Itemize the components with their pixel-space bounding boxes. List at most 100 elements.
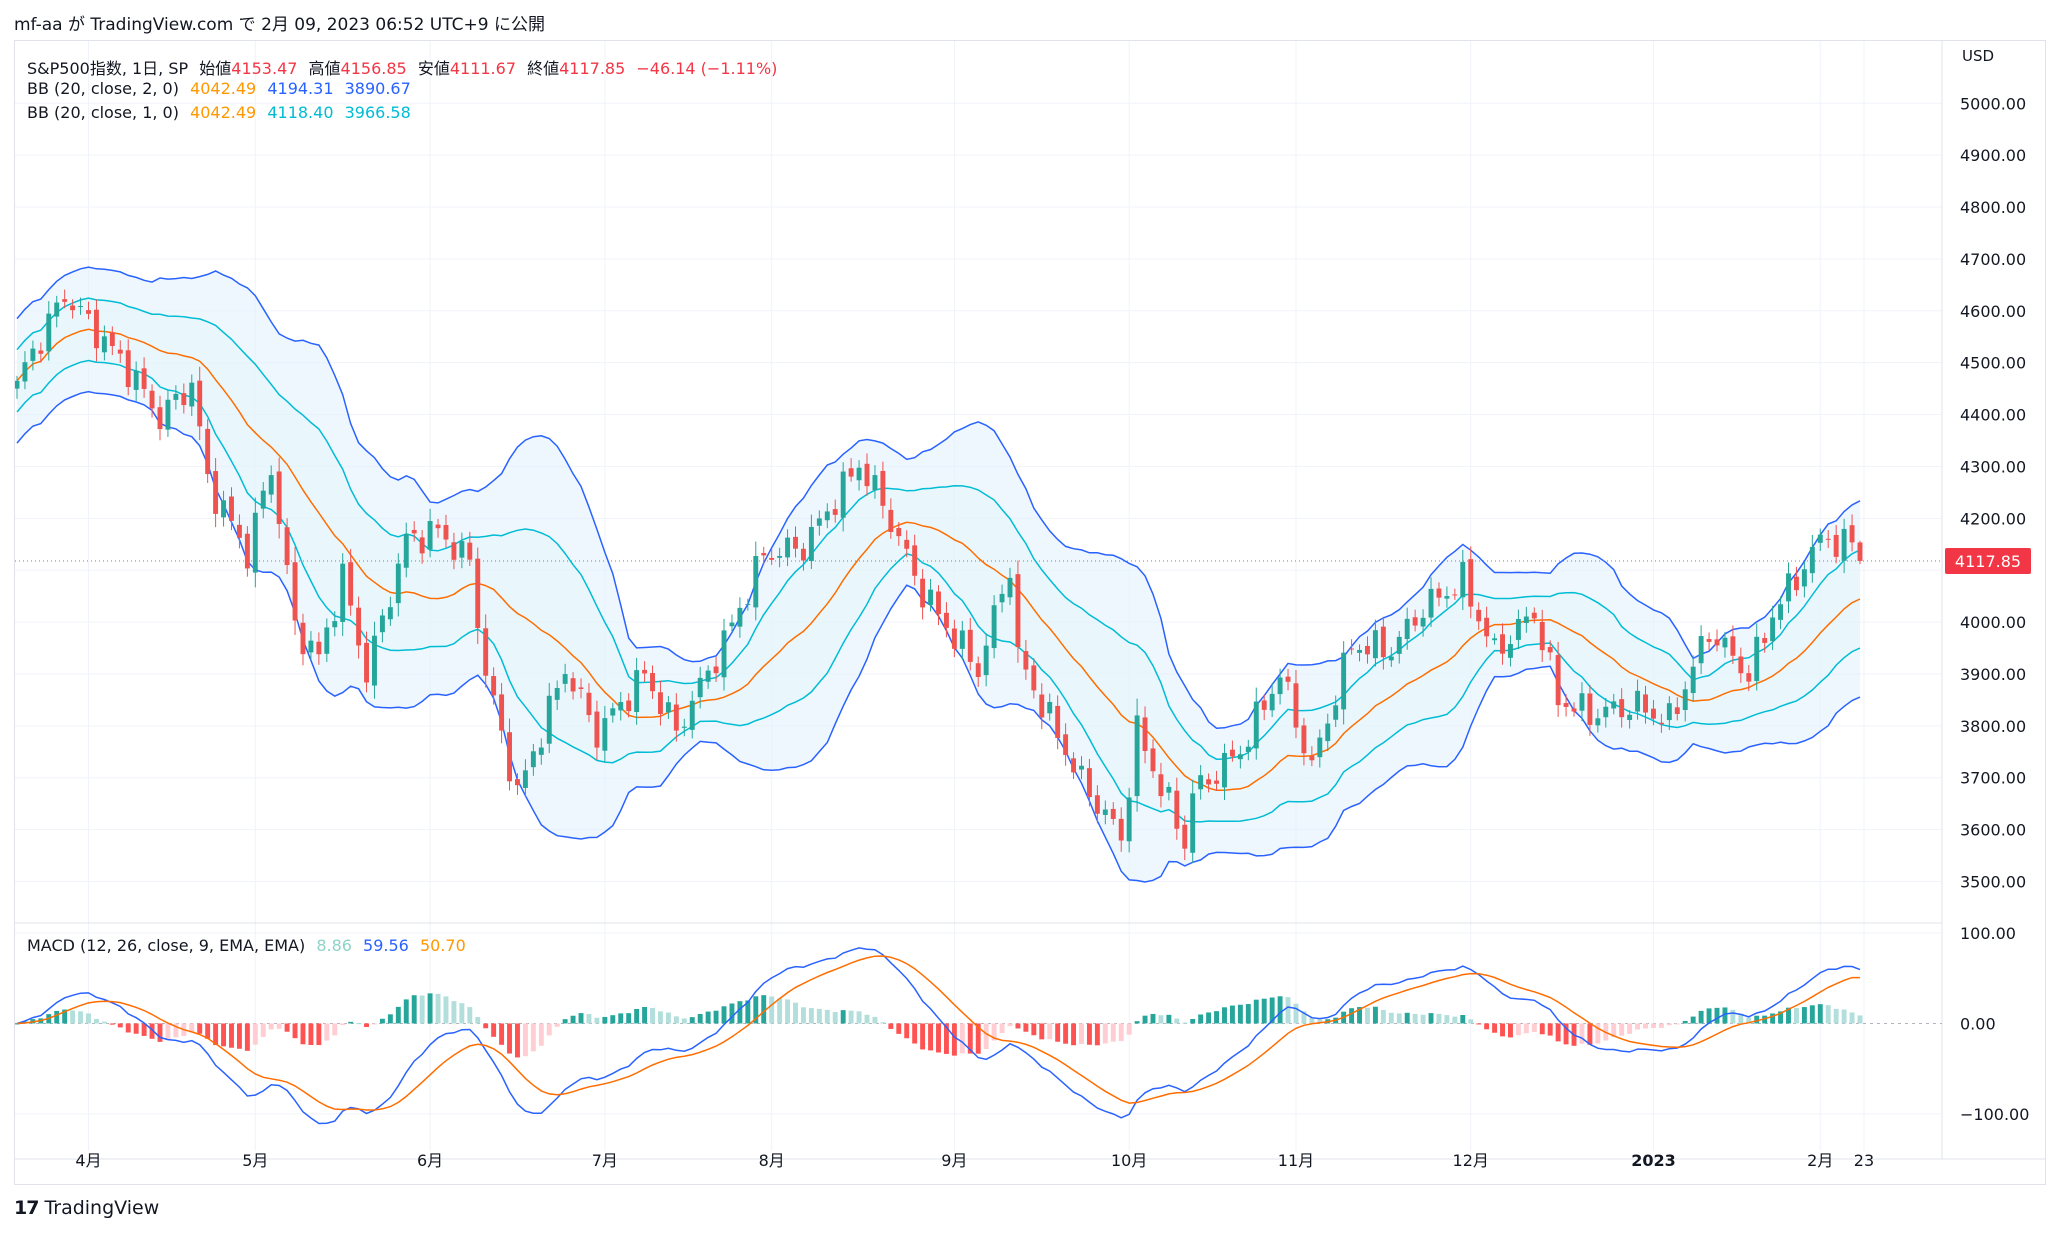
candle[interactable] <box>1015 560 1021 663</box>
candle[interactable] <box>125 339 131 396</box>
candle[interactable] <box>713 656 719 682</box>
candle[interactable] <box>284 518 290 574</box>
candle[interactable] <box>1436 582 1442 607</box>
candle[interactable] <box>1754 623 1760 691</box>
candle[interactable] <box>340 553 346 637</box>
candle[interactable] <box>745 598 751 611</box>
candle[interactable] <box>705 665 711 689</box>
candle[interactable] <box>213 458 219 528</box>
candle[interactable] <box>1690 655 1696 702</box>
candle[interactable] <box>1643 685 1648 724</box>
candle[interactable] <box>888 498 894 539</box>
candle[interactable] <box>538 738 544 765</box>
candle[interactable] <box>1055 695 1061 750</box>
candle[interactable] <box>1269 683 1275 718</box>
candle[interactable] <box>824 503 830 529</box>
candle[interactable] <box>316 632 322 665</box>
candle[interactable] <box>1237 745 1243 769</box>
candle[interactable] <box>1476 602 1482 630</box>
candle[interactable] <box>1325 713 1331 752</box>
candle[interactable] <box>348 548 354 616</box>
candle[interactable] <box>1706 632 1712 651</box>
candle[interactable] <box>562 663 568 693</box>
candle[interactable] <box>554 680 560 710</box>
candle[interactable] <box>967 617 973 671</box>
candle[interactable] <box>1801 561 1807 598</box>
candle[interactable] <box>602 705 608 762</box>
candle[interactable] <box>761 546 767 565</box>
candle[interactable] <box>1396 630 1402 664</box>
candle[interactable] <box>1786 562 1791 614</box>
candle[interactable] <box>1245 739 1251 761</box>
candle[interactable] <box>1007 567 1013 605</box>
candle[interactable] <box>300 613 306 666</box>
candle[interactable] <box>1285 668 1291 691</box>
candle[interactable] <box>54 295 60 328</box>
candle[interactable] <box>1349 639 1355 655</box>
candle[interactable] <box>1126 787 1132 853</box>
candle[interactable] <box>1071 752 1077 780</box>
candle[interactable] <box>475 547 481 645</box>
candle[interactable] <box>1746 664 1752 692</box>
candle[interactable] <box>729 614 735 632</box>
candle[interactable] <box>1333 695 1339 728</box>
candle[interactable] <box>244 526 250 577</box>
candle[interactable] <box>1317 729 1323 768</box>
candle[interactable] <box>1357 644 1362 662</box>
candle[interactable] <box>1380 616 1386 670</box>
candle[interactable] <box>753 541 759 621</box>
candle[interactable] <box>1595 708 1601 733</box>
candle[interactable] <box>1611 693 1617 715</box>
candle[interactable] <box>1857 540 1863 565</box>
candle[interactable] <box>1277 668 1283 705</box>
candle[interactable] <box>205 419 211 483</box>
candle[interactable] <box>800 542 806 571</box>
currency-label[interactable]: USD <box>1962 47 1994 65</box>
candle[interactable] <box>1158 762 1164 808</box>
candle[interactable] <box>165 390 171 437</box>
candle[interactable] <box>848 458 854 482</box>
candle[interactable] <box>1341 641 1347 725</box>
candle[interactable] <box>1508 635 1513 667</box>
candle[interactable] <box>403 522 409 578</box>
candle[interactable] <box>546 682 552 753</box>
candle[interactable] <box>928 578 934 612</box>
candle[interactable] <box>1444 586 1450 608</box>
candle[interactable] <box>1698 625 1704 675</box>
candle[interactable] <box>395 553 401 617</box>
candle[interactable] <box>856 460 862 491</box>
candle[interactable] <box>1063 723 1069 766</box>
last-price-badge[interactable] <box>1945 547 2031 574</box>
candle[interactable] <box>499 683 505 744</box>
candle[interactable] <box>221 490 227 527</box>
candle[interactable] <box>157 395 163 441</box>
candle[interactable] <box>1627 710 1633 729</box>
symbol-legend[interactable]: S&P500指数, 1日, SP 始値4153.47 高値4156.85 安値4… <box>27 55 783 79</box>
candle[interactable] <box>1492 633 1498 645</box>
candle[interactable] <box>387 596 393 626</box>
candle[interactable] <box>117 340 123 363</box>
candle[interactable] <box>1190 779 1196 864</box>
candle[interactable] <box>1635 679 1641 720</box>
candle[interactable] <box>1039 683 1045 730</box>
candle[interactable] <box>657 680 663 726</box>
candle[interactable] <box>626 693 632 718</box>
candle[interactable] <box>324 618 330 663</box>
candle[interactable] <box>594 700 600 760</box>
candle[interactable] <box>1817 528 1823 552</box>
candle[interactable] <box>141 357 147 398</box>
candle[interactable] <box>1079 756 1084 780</box>
candle[interactable] <box>1841 518 1847 574</box>
candle[interactable] <box>673 693 679 742</box>
candle[interactable] <box>1372 619 1378 667</box>
candle[interactable] <box>1150 739 1156 778</box>
candle[interactable] <box>975 656 981 687</box>
candle[interactable] <box>1023 639 1029 680</box>
candle[interactable] <box>1563 694 1569 717</box>
candle[interactable] <box>1603 697 1609 728</box>
candle[interactable] <box>808 514 814 569</box>
candle[interactable] <box>578 678 584 699</box>
candle[interactable] <box>483 614 489 688</box>
candle[interactable] <box>1365 636 1370 664</box>
candle[interactable] <box>149 384 155 418</box>
